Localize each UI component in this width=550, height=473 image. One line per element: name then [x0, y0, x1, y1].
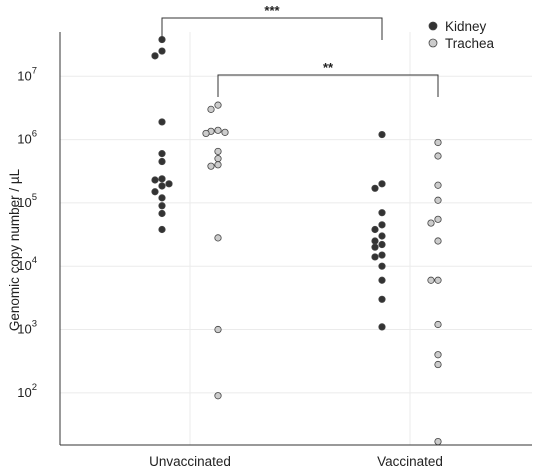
trachea-point	[434, 237, 442, 245]
trachea-point	[434, 181, 442, 189]
kidney-point	[165, 180, 173, 188]
x-category-label: Unvaccinated	[149, 454, 231, 469]
legend-marker-trachea	[428, 38, 438, 48]
kidney-point	[158, 182, 166, 190]
trachea-point	[434, 320, 442, 329]
kidney-point	[378, 240, 386, 249]
trachea-point	[214, 147, 222, 156]
significance-label: ***	[264, 3, 280, 18]
grid	[60, 32, 532, 445]
trachea-point	[221, 128, 229, 136]
trachea-point	[434, 138, 442, 147]
kidney-point	[378, 323, 386, 331]
trachea-point	[214, 325, 222, 334]
kidney-point	[151, 52, 159, 60]
trachea-point	[214, 101, 222, 109]
trachea-point	[207, 105, 215, 113]
kidney-point	[151, 188, 159, 196]
x-category-labels: Unvaccinated Vaccinated	[149, 454, 443, 469]
trachea-point	[214, 392, 222, 400]
y-axis-title: Genomic copy number / µL	[7, 168, 22, 331]
y-tick-labels: 102 103 104 105 106 107	[17, 65, 37, 400]
trachea-point	[214, 155, 222, 163]
kidney-point	[378, 221, 386, 229]
trachea-point	[427, 276, 435, 284]
kidney-point	[378, 180, 386, 188]
trachea-point	[427, 219, 435, 227]
significance-bracket	[217, 74, 439, 97]
kidney-point	[158, 202, 166, 210]
kidney-point	[158, 225, 166, 234]
trachea-point	[214, 161, 222, 169]
legend-label-kidney: Kidney	[445, 19, 487, 34]
trachea-point	[214, 234, 222, 242]
trachea-point	[202, 129, 210, 138]
trachea-point	[214, 126, 222, 134]
kidney-point	[158, 157, 166, 166]
kidney-point	[378, 262, 386, 270]
kidney-point	[158, 175, 166, 183]
trachea-point	[207, 162, 215, 170]
kidney-point	[378, 232, 386, 240]
kidney-point	[378, 276, 386, 284]
y-tick-label: 107	[17, 65, 37, 83]
trachea-point	[434, 196, 442, 204]
legend-label-trachea: Trachea	[445, 36, 495, 51]
kidney-point	[158, 150, 166, 158]
y-tick-label: 102	[17, 382, 37, 400]
axes	[59, 32, 532, 446]
kidney-point	[371, 184, 379, 192]
significance-label: **	[323, 60, 334, 75]
kidney-point	[371, 225, 379, 234]
significance-brackets: *****	[161, 3, 439, 97]
trachea-point	[434, 215, 442, 223]
legend-marker-kidney	[428, 21, 438, 31]
data-points	[151, 35, 442, 446]
legend: Kidney Trachea	[428, 19, 495, 51]
y-tick-label: 105	[17, 192, 37, 210]
kidney-point	[158, 47, 166, 55]
trachea-point	[434, 276, 442, 284]
y-tick-label: 103	[17, 319, 37, 337]
kidney-point	[151, 176, 159, 184]
kidney-point	[378, 130, 386, 139]
y-tick-label: 106	[17, 129, 37, 147]
trachea-point	[434, 437, 442, 446]
trachea-point	[434, 351, 442, 359]
kidney-point	[371, 237, 379, 245]
kidney-point	[158, 118, 166, 126]
x-category-label: Vaccinated	[377, 454, 443, 469]
trachea-point	[434, 360, 442, 369]
kidney-point	[371, 243, 379, 251]
kidney-point	[371, 253, 379, 261]
kidney-point	[158, 194, 166, 202]
kidney-point	[378, 295, 386, 303]
significance-bracket	[161, 17, 383, 40]
kidney-point	[378, 209, 386, 217]
y-tick-label: 104	[17, 255, 37, 273]
kidney-point	[378, 251, 386, 259]
trachea-point	[434, 152, 442, 160]
kidney-point	[158, 209, 166, 218]
